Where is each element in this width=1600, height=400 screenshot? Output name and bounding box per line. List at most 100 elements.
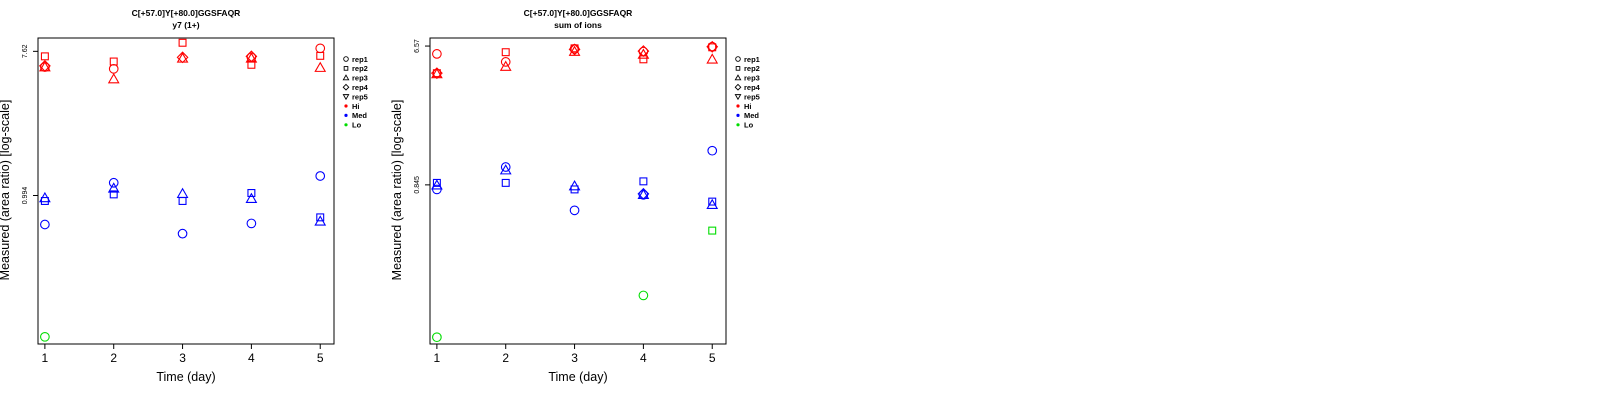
x-tick-label: 2 — [110, 351, 117, 365]
data-point — [176, 51, 189, 64]
legend-label: rep3 — [744, 74, 760, 83]
legend-label: Hi — [352, 102, 360, 111]
data-point — [432, 332, 442, 343]
data-point — [432, 49, 442, 59]
x-tick-label: 2 — [502, 351, 509, 365]
data-point — [108, 177, 119, 188]
legend-marker-rep5 — [734, 94, 742, 101]
legend-label: rep3 — [352, 74, 368, 83]
data-point — [501, 178, 510, 187]
data-point — [315, 171, 326, 181]
data-point — [706, 53, 719, 64]
data-point — [499, 60, 512, 71]
data-point — [315, 43, 326, 54]
x-tick-label: 1 — [434, 351, 441, 365]
x-axis-label: Time (day) — [156, 370, 215, 384]
plot-frame — [37, 37, 335, 345]
legend-marker-rep5 — [342, 94, 350, 101]
legend-label: Med — [744, 111, 759, 120]
y-tick-label: 0.845 — [414, 176, 421, 194]
data-point — [107, 182, 120, 193]
legend-label: rep2 — [352, 64, 368, 73]
data-point — [639, 177, 648, 186]
data-point — [40, 52, 49, 61]
data-point — [246, 218, 257, 229]
legend-marker-rep1 — [343, 56, 349, 62]
legend-label: rep4 — [744, 83, 761, 92]
y-tick-label: 6.57 — [414, 39, 421, 53]
data-point — [637, 45, 650, 58]
legend-marker-hi — [344, 104, 348, 108]
data-point — [568, 180, 581, 191]
y-axis-label: Measured (area ratio) [log-scale] — [390, 100, 404, 281]
data-point — [40, 219, 50, 230]
legend-marker-rep3 — [342, 74, 350, 81]
data-point — [109, 190, 118, 199]
data-point — [637, 187, 650, 200]
legend-label: Med — [352, 111, 367, 120]
legend-label: rep4 — [352, 83, 369, 92]
x-axis-label: Time (day) — [548, 370, 607, 384]
legend-label: rep1 — [352, 55, 368, 64]
data-point — [706, 198, 719, 210]
data-point — [706, 40, 719, 53]
x-tick-label: 3 — [571, 351, 578, 365]
x-tick-label: 4 — [248, 351, 255, 365]
chart-title: C[+57.0]Y[+80.0]GGSFAQR — [524, 8, 633, 18]
y-tick-label: 0.994 — [22, 187, 29, 205]
data-point — [245, 192, 258, 203]
data-point — [499, 164, 512, 175]
x-tick-label: 5 — [317, 351, 324, 365]
data-point — [38, 191, 51, 203]
x-tick-label: 1 — [42, 351, 49, 365]
chart-panel-1: C[+57.0]Y[+80.0]GGSFAQR y7 (1+) 1 2 3 4 5 Time … — [0, 8, 369, 384]
data-point — [177, 228, 188, 239]
data-point — [638, 290, 649, 301]
legend-marker-med — [736, 113, 740, 117]
data-point — [314, 61, 327, 72]
data-point — [108, 63, 119, 74]
data-point — [316, 213, 325, 222]
legend-label: Lo — [352, 121, 362, 130]
legend-marker-med — [344, 113, 348, 117]
legend-marker-rep4 — [734, 83, 742, 91]
data-point — [107, 73, 120, 84]
x-tick-label: 5 — [709, 351, 716, 365]
data-point — [500, 162, 511, 172]
data-point — [178, 38, 187, 47]
data-point — [176, 52, 189, 63]
data-point — [40, 196, 49, 205]
x-tick-label: 3 — [179, 351, 186, 365]
data-point — [707, 145, 718, 156]
legend-marker-hi — [736, 104, 740, 108]
data-point — [569, 205, 580, 216]
data-point — [708, 226, 717, 235]
chart-title: C[+57.0]Y[+80.0]GGSFAQR — [132, 8, 241, 18]
data-point — [245, 50, 258, 63]
data-point — [109, 57, 118, 66]
data-point — [430, 179, 443, 190]
y-axis-label: Measured (area ratio) [log-scale] — [0, 100, 12, 281]
data-point — [314, 215, 327, 226]
data-point — [176, 187, 189, 198]
data-point — [568, 43, 581, 56]
data-point — [708, 197, 717, 206]
x-tick-label: 4 — [640, 351, 647, 365]
legend-label: rep1 — [744, 55, 760, 64]
data-point — [500, 57, 511, 67]
legend-marker-lo — [344, 123, 348, 127]
legend-label: rep5 — [352, 92, 368, 101]
data-point — [247, 189, 256, 197]
legend-marker-lo — [736, 123, 740, 127]
data-point — [708, 43, 717, 52]
legend-marker-rep1 — [735, 56, 741, 62]
chart-subtitle: y7 (1+) — [172, 20, 199, 30]
legend-label: rep2 — [744, 64, 760, 73]
legend-label: Lo — [744, 121, 754, 130]
legend-marker-rep4 — [342, 83, 350, 91]
legend-label: Hi — [744, 102, 752, 111]
data-point — [178, 196, 187, 205]
